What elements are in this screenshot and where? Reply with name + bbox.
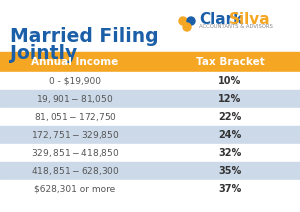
- Text: 37%: 37%: [218, 184, 242, 194]
- Bar: [0, 52, 300, 72]
- Text: Tax Bracket: Tax Bracket: [196, 57, 264, 67]
- Text: Married Filing: Married Filing: [10, 27, 159, 46]
- Text: 0 - $19,900: 0 - $19,900: [49, 77, 101, 85]
- Text: $628,301 or more: $628,301 or more: [34, 184, 116, 194]
- Text: 32%: 32%: [218, 148, 242, 158]
- Text: 12%: 12%: [218, 94, 242, 104]
- Text: $19,901 - $81,050: $19,901 - $81,050: [36, 93, 114, 105]
- Circle shape: [183, 23, 191, 31]
- Circle shape: [179, 17, 187, 25]
- Text: Clark: Clark: [199, 11, 243, 26]
- Bar: [0, 72, 300, 90]
- Text: $329,851 - $418,850: $329,851 - $418,850: [31, 147, 119, 159]
- Circle shape: [187, 17, 195, 25]
- Bar: [0, 126, 300, 144]
- Text: ACCOUNTANTS & ADVISORS: ACCOUNTANTS & ADVISORS: [199, 25, 273, 29]
- Text: Silva: Silva: [229, 11, 271, 26]
- Text: 10%: 10%: [218, 76, 242, 86]
- Text: 22%: 22%: [218, 112, 242, 122]
- Text: Jointly: Jointly: [10, 44, 77, 63]
- Text: $172,751 - $329,850: $172,751 - $329,850: [31, 129, 119, 141]
- Text: 24%: 24%: [218, 130, 242, 140]
- Bar: [0, 108, 300, 126]
- Bar: [0, 180, 300, 198]
- Bar: [0, 162, 300, 180]
- Text: Annual Income: Annual Income: [32, 57, 119, 67]
- Text: $81,051 - $172,750: $81,051 - $172,750: [34, 111, 116, 123]
- Text: 35%: 35%: [218, 166, 242, 176]
- Bar: [0, 144, 300, 162]
- Bar: [0, 90, 300, 108]
- Text: $418,851 - $628,300: $418,851 - $628,300: [31, 165, 119, 177]
